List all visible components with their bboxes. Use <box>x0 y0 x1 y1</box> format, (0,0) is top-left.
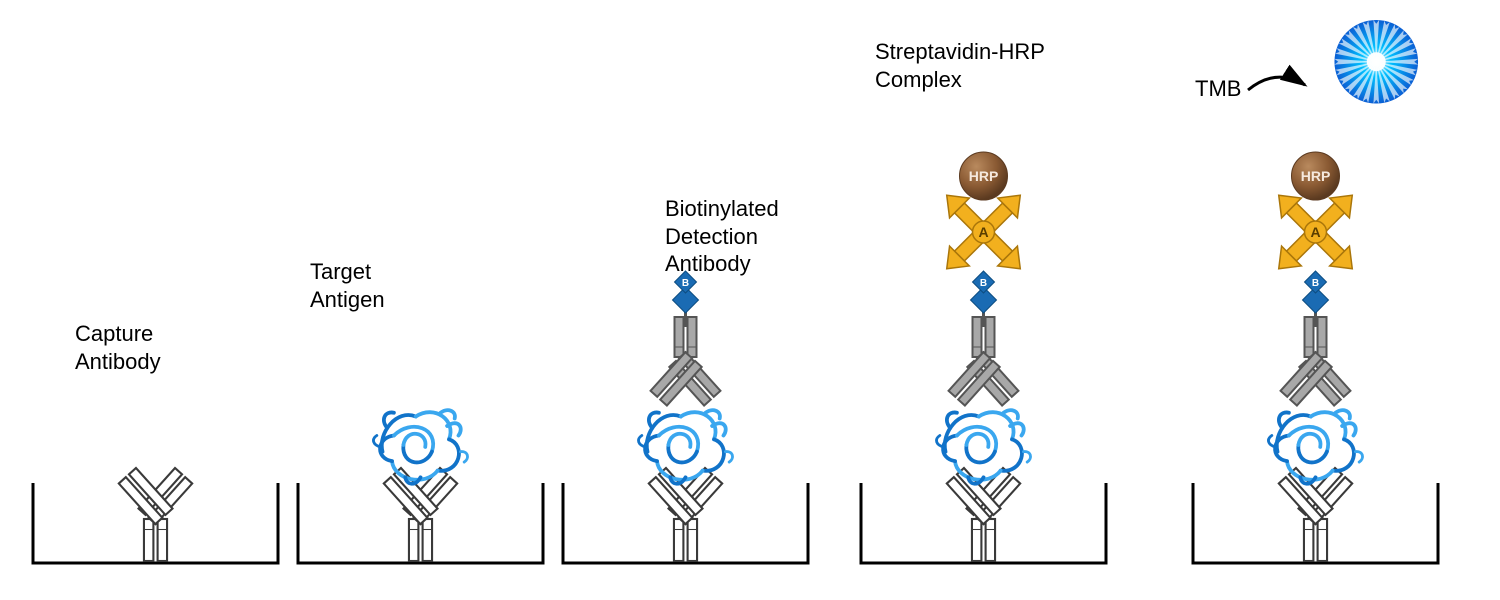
detection-antibody <box>949 317 1019 406</box>
step5-panel: B A HRP <box>1190 6 1441 566</box>
step3-panel: B <box>560 6 811 566</box>
svg-text:HRP: HRP <box>969 168 999 184</box>
target-antigen <box>1268 410 1362 484</box>
capture-antibody <box>1279 468 1352 561</box>
svg-text:B: B <box>980 278 987 289</box>
step4-panel: B A HRP <box>858 6 1109 566</box>
step1-panel <box>30 6 281 566</box>
detection-antibody <box>651 317 721 406</box>
capture-antibody <box>649 468 722 561</box>
tmb-signal-icon <box>1334 20 1418 104</box>
hrp-icon: HRP <box>1292 152 1340 200</box>
svg-text:A: A <box>1310 224 1320 240</box>
svg-text:B: B <box>1312 278 1319 289</box>
capture-antibody <box>384 468 457 561</box>
target-antigen <box>936 410 1030 484</box>
svg-text:A: A <box>978 224 988 240</box>
capture-antibody <box>119 468 192 561</box>
target-antigen <box>638 410 732 484</box>
svg-text:HRP: HRP <box>1301 168 1331 184</box>
capture-antibody <box>947 468 1020 561</box>
elisa-diagram: Capture AntibodyTarget AntigenBiotinylat… <box>0 0 1500 600</box>
svg-text:B: B <box>682 278 689 289</box>
detection-antibody <box>1281 317 1351 406</box>
hrp-icon: HRP <box>960 152 1008 200</box>
step2-panel <box>295 6 546 566</box>
target-antigen <box>373 410 467 484</box>
